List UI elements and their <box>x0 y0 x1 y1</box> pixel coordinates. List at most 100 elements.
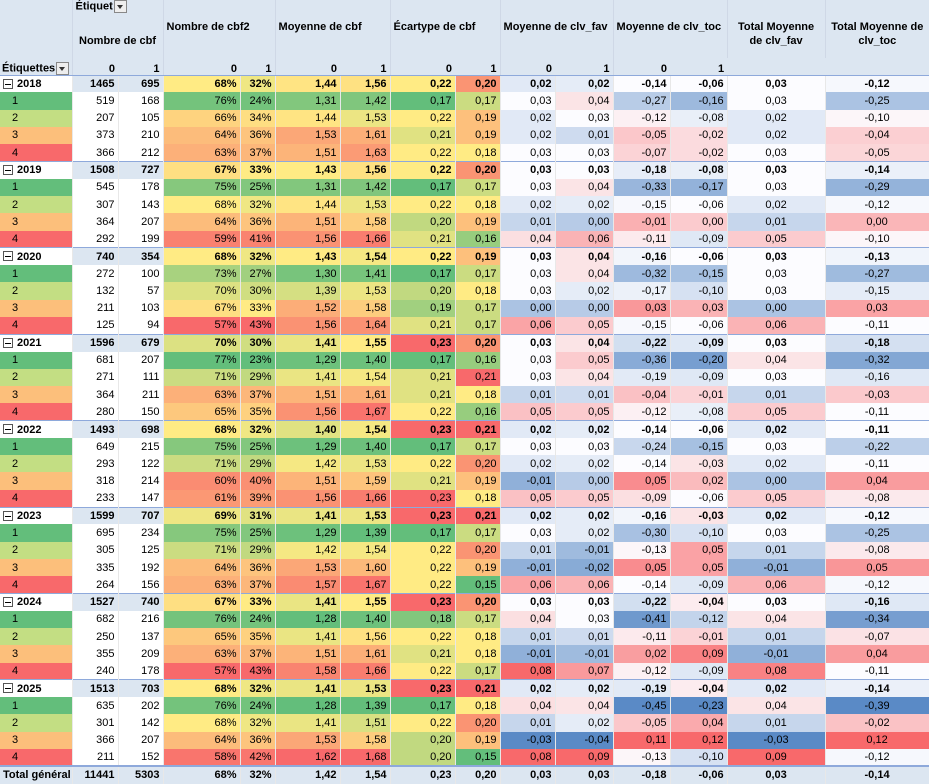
cell: -0,11 <box>825 316 929 335</box>
cell: 0,22 <box>389 160 456 179</box>
cell: 0,19 <box>455 247 501 266</box>
row-label: 1 <box>0 437 73 456</box>
cell: -0,09 <box>612 489 671 508</box>
row-label: 1 <box>0 351 73 369</box>
cell: -0,11 <box>825 455 929 473</box>
cell: 649 <box>71 437 119 456</box>
cell: 76% <box>162 610 241 628</box>
cell: 0,02 <box>499 679 556 698</box>
cell: 0,03 <box>499 144 556 162</box>
cell: 33% <box>240 160 276 179</box>
cell: 66% <box>162 109 241 127</box>
cell: 0,17 <box>389 178 456 196</box>
cell: 0,18 <box>455 282 501 300</box>
cell: 0,05 <box>555 489 614 508</box>
table-row: 2023 1599 707 69% 31% 1,41 1,53 0,23 0,21 0,02 0,0… <box>0 506 929 525</box>
cell: 70% <box>162 333 241 352</box>
cell: -0,10 <box>670 748 728 767</box>
cell: 29% <box>240 541 276 559</box>
cell: 0,22 <box>389 455 456 473</box>
cell: 0,20 <box>455 74 501 93</box>
table-row: 2022 1493 698 68% 32% 1,40 1,54 0,23 0,21 0,02 0,0… <box>0 420 929 438</box>
row-label: 1 <box>0 610 73 628</box>
cell: 0,23 <box>389 765 456 784</box>
cell: 37% <box>240 576 276 594</box>
filter-button[interactable] <box>113 0 127 13</box>
cell: 0,03 <box>555 160 614 179</box>
table-row: 2 207 105 66% 34% 1,44 1,53 0,22 0,19 0,02 0,03 -0,… <box>0 109 929 127</box>
cell: 0,05 <box>499 489 556 508</box>
cell: 0,22 <box>389 558 456 577</box>
cell: -0,01 <box>555 541 614 559</box>
cell: 75% <box>162 178 241 196</box>
cell: 0,17 <box>389 92 456 110</box>
row-label: 1 <box>0 178 73 196</box>
cell: 0,04 <box>670 714 728 732</box>
header-cell: Étiquettes <box>0 58 72 76</box>
cell: 1,39 <box>274 282 341 300</box>
cell: 0,02 <box>555 506 614 525</box>
cell: -0,01 <box>727 558 826 577</box>
cell: 0,22 <box>389 109 456 127</box>
cell: 31% <box>240 506 276 525</box>
table-row: 2 301 142 68% 32% 1,41 1,51 0,22 0,20 0,01 0,02 -0,… <box>0 714 929 732</box>
cell: 1,53 <box>274 558 341 577</box>
cell: 142 <box>118 714 164 732</box>
sub-header: 0 <box>71 58 118 76</box>
cell: 68% <box>162 679 241 698</box>
cell: 0,03 <box>727 160 826 179</box>
cell: 132 <box>71 282 119 300</box>
cell: 355 <box>71 645 119 663</box>
cell: 0,01 <box>727 213 826 231</box>
cell: 0,18 <box>455 195 501 214</box>
cell: -0,34 <box>825 610 929 628</box>
cell: 0,21 <box>389 472 456 490</box>
row-label: 2 <box>0 109 73 127</box>
cell: -0,10 <box>670 282 728 300</box>
row-label: 2 <box>0 628 73 646</box>
cell: 0,02 <box>727 420 826 438</box>
table-row: 1 695 234 75% 25% 1,29 1,39 0,17 0,17 0,03 0,02 -0,… <box>0 524 929 542</box>
cell: 0,20 <box>389 748 456 767</box>
cell: 0,00 <box>555 299 614 317</box>
cell: 234 <box>118 524 164 542</box>
table-row: 4 240 178 57% 43% 1,58 1,66 0,22 0,17 0,08 0,07 -0,… <box>0 662 929 680</box>
cell: 75% <box>162 524 241 542</box>
cell: -0,11 <box>825 420 929 438</box>
cell: 23% <box>240 351 276 369</box>
cell: 68% <box>162 247 241 266</box>
cell: 1,66 <box>340 662 391 680</box>
cell: 67% <box>162 160 241 179</box>
cell: 41% <box>240 230 276 248</box>
table-row: 4 280 150 65% 35% 1,56 1,67 0,22 0,16 0,05 0,05 -0,… <box>0 403 929 421</box>
cell: 68% <box>162 714 241 732</box>
cell: 0,17 <box>455 524 501 542</box>
cell: 65% <box>162 628 241 646</box>
cell: -0,04 <box>670 679 728 698</box>
cell: 0,17 <box>389 351 456 369</box>
cell: 1,56 <box>274 403 341 421</box>
row-label: 3 <box>0 731 73 749</box>
cell: -0,24 <box>612 437 671 456</box>
cell: 192 <box>118 558 164 577</box>
cell: 1,41 <box>274 506 341 525</box>
cell: 0,19 <box>455 109 501 127</box>
cell: 0,17 <box>455 610 501 628</box>
cell: 0,04 <box>555 333 614 352</box>
cell: 32% <box>240 420 276 438</box>
cell: 0,17 <box>455 92 501 110</box>
table-row: 4 211 152 58% 42% 1,62 1,68 0,20 0,15 0,08 0,09 -0,… <box>0 748 929 767</box>
cell: 0,03 <box>727 282 826 300</box>
cell: 0,04 <box>825 645 929 663</box>
cell: -0,08 <box>670 109 728 127</box>
cell: 59% <box>162 230 241 248</box>
cell: 32% <box>240 679 276 698</box>
cell: 0,03 <box>555 109 614 127</box>
cell: 35% <box>240 403 276 421</box>
cell: 63% <box>162 386 241 404</box>
cell: 0,02 <box>555 420 614 438</box>
cell: 211 <box>71 748 119 767</box>
filter-button[interactable] <box>56 61 70 74</box>
cell: -0,14 <box>612 74 671 93</box>
cell: 682 <box>71 610 119 628</box>
